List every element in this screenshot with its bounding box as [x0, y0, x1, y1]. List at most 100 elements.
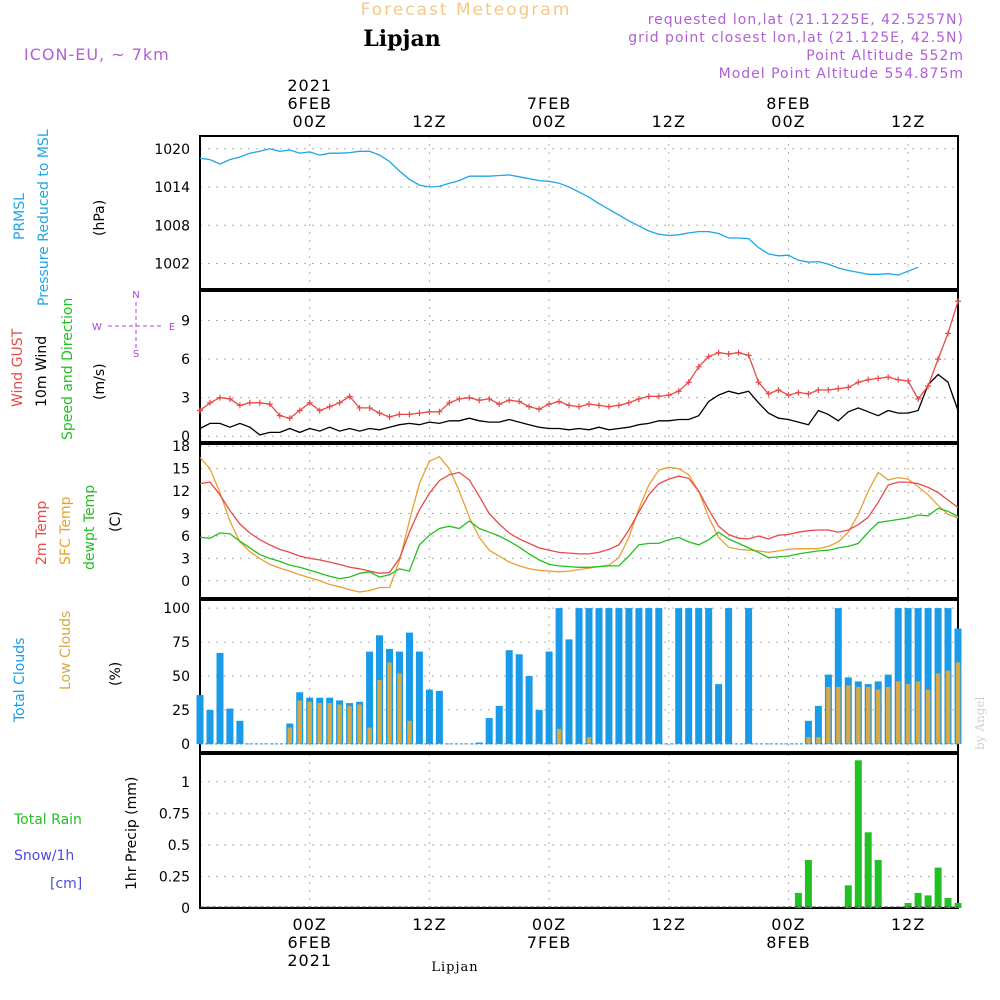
y-tick-label: 1014 — [154, 180, 190, 196]
x-day-label-bottom: 8FEB — [766, 933, 810, 952]
total-cloud-bar — [605, 608, 613, 744]
wind-gust-marker — [905, 377, 912, 384]
low-cloud-bar — [806, 737, 811, 744]
pressure-labels: PRMSL Pressure Reduced to MSL (hPa) — [12, 129, 108, 306]
wind-gust-marker — [496, 401, 503, 408]
precip-rain-label: Total Rain — [13, 812, 82, 828]
total-cloud-bar — [525, 676, 533, 744]
wind-gust-marker — [546, 401, 553, 408]
rain-bar — [804, 860, 812, 908]
x-tick-label-top: 00Z — [771, 112, 805, 131]
low-cloud-bar — [826, 686, 831, 744]
rain-bar — [794, 892, 802, 908]
total-cloud-bar — [675, 608, 683, 744]
wind-gust-marker — [506, 397, 513, 404]
x-tick-label-bottom: 00Z — [771, 915, 805, 934]
total-cloud-bar — [655, 608, 663, 744]
y-tick-label: 1 — [181, 775, 190, 791]
wind-gust-marker — [266, 401, 273, 408]
wind-gust-marker — [256, 399, 263, 406]
wind-gust-marker — [296, 407, 303, 414]
total-cloud-bar — [216, 652, 224, 744]
wind-gust-marker — [775, 386, 782, 393]
low-cloud-bar — [367, 727, 372, 744]
low-cloud-bar — [886, 686, 891, 744]
wind-gust-marker — [197, 407, 203, 414]
y-tick-label: 1002 — [154, 257, 190, 273]
wind-gust-marker — [815, 386, 822, 393]
pressure-label-1: PRMSL — [12, 193, 28, 240]
wind-gust-marker — [805, 390, 812, 397]
total-cloud-bar — [625, 608, 633, 744]
station-name: Lipjan — [363, 26, 440, 52]
rain-bar — [914, 892, 922, 908]
rain-bar — [844, 885, 852, 908]
wind-gust-marker — [705, 353, 712, 360]
wind-gust-marker — [645, 393, 652, 400]
wind-gust-marker — [536, 406, 543, 413]
total-cloud-bar — [645, 608, 653, 744]
wind-gust-marker — [426, 408, 433, 415]
wind-gust-marker — [595, 402, 602, 409]
model-altitude: Model Point Altitude 554.875m — [719, 66, 964, 82]
wind-gust-marker — [915, 395, 922, 402]
wind-unit: (m/s) — [92, 363, 108, 400]
axis-ticks: 1002100810141020036903691215180255075100… — [154, 76, 925, 970]
wind-gust-marker — [945, 330, 952, 337]
wind-labels: Wind GUST 10m Wind Speed and Direction (… — [10, 290, 175, 440]
total-cloud-bar — [236, 720, 244, 744]
wind-gust-marker — [436, 408, 443, 415]
x-tick-label-bottom: 12Z — [891, 915, 925, 934]
panel-frame — [199, 443, 959, 599]
precip-axis-label: 1hr Precip (mm) — [124, 777, 140, 890]
wind-gust-marker — [885, 374, 892, 381]
pressure-unit: (hPa) — [92, 200, 108, 236]
total-cloud-bar — [695, 608, 703, 744]
wind-gust-marker — [835, 385, 842, 392]
y-tick-label: 6 — [181, 352, 190, 368]
y-tick-label: 3 — [181, 551, 190, 567]
wind-gust-marker — [865, 376, 872, 383]
total-cloud-bar — [475, 742, 483, 744]
low-cloud-bar — [836, 686, 841, 744]
total-cloud-bar — [406, 632, 413, 744]
low-cloud-bar — [407, 720, 412, 744]
point-altitude: Point Altitude 552m — [806, 48, 964, 64]
total-cloud-bar — [635, 608, 643, 744]
compass-west: W — [92, 322, 102, 333]
rain-bar — [864, 832, 872, 908]
low-cloud-bar — [915, 681, 921, 744]
total-cloud-bar — [495, 705, 503, 744]
wind-10m-line — [199, 373, 959, 436]
wind-gust-marker — [316, 407, 323, 414]
total-cloud-bar — [745, 608, 753, 744]
low-cloud-bar — [896, 681, 901, 744]
temp-2m-line — [199, 471, 959, 574]
low-cloud-bar — [307, 701, 312, 744]
wind-gust-marker — [735, 349, 742, 356]
wind-gust-marker — [456, 395, 463, 402]
x-year-label-top: 2021 — [287, 76, 332, 95]
wind-gust-marker — [755, 379, 762, 386]
total-cloud-bar — [535, 709, 543, 744]
low-cloud-bar — [337, 704, 342, 744]
wind-gust-marker — [556, 398, 563, 405]
low-cloud-bar — [387, 662, 392, 744]
wind-gust-marker — [406, 411, 413, 418]
wind-gust-marker — [326, 403, 333, 410]
y-tick-label: 12 — [172, 484, 190, 500]
total-cloud-bar — [565, 639, 573, 744]
x-year-label-bottom: 2021 — [287, 951, 332, 970]
x-tick-label-top: 12Z — [652, 112, 686, 131]
y-tick-label: 6 — [181, 529, 190, 545]
wind-gust-marker — [246, 399, 253, 406]
x-tick-label-top: 00Z — [293, 112, 327, 131]
y-tick-label: 1008 — [154, 218, 190, 234]
compass-rose: N W E S — [92, 290, 175, 360]
wind-gust-marker — [925, 383, 932, 390]
wind-gust-marker — [466, 394, 473, 401]
total-cloud-bar — [515, 654, 523, 744]
station-footer: Lipjan — [431, 960, 478, 975]
panel-frame — [199, 753, 959, 909]
wind-gust-marker — [935, 356, 942, 363]
